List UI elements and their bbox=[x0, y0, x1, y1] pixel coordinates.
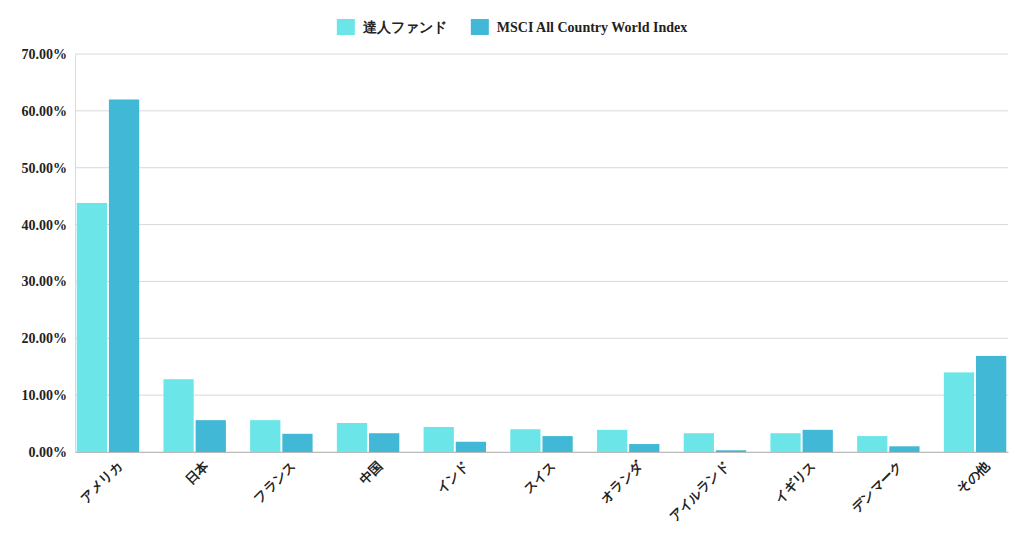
x-tick-label: アメリカ bbox=[78, 458, 125, 505]
y-tick-label: 10.00% bbox=[22, 388, 68, 403]
y-tick-label: 60.00% bbox=[22, 104, 68, 119]
x-axis-line bbox=[76, 452, 1009, 453]
x-tick: 日本 bbox=[183, 452, 213, 487]
y-tick: 70.00% bbox=[22, 47, 76, 62]
x-tick-label: 中国 bbox=[356, 458, 385, 487]
bar bbox=[424, 427, 454, 452]
plot: 0.00% 10.00% 20.00% 30.00% 40.00% 50.00% 60.00… bbox=[22, 47, 1009, 524]
y-tick: 40.00% bbox=[22, 218, 76, 233]
x-tick-label: 日本 bbox=[183, 458, 213, 488]
legend-label: MSCI All Country World Index bbox=[497, 20, 687, 35]
y-tick-label: 20.00% bbox=[22, 331, 68, 346]
bar bbox=[803, 430, 833, 452]
grid-line bbox=[75, 281, 1008, 282]
grid-line bbox=[75, 110, 1008, 111]
x-tick-label: その他 bbox=[954, 458, 993, 497]
x-tick: 中国 bbox=[356, 452, 385, 487]
x-tick: アイルランド bbox=[666, 452, 732, 524]
x-tick-label: イギリス bbox=[771, 458, 818, 505]
bar bbox=[976, 356, 1006, 452]
x-axis: アメリカ 日本 フランス 中国 インド スイス オランダアイルランドイギリスデンマーク その他 bbox=[76, 452, 1009, 524]
grid-line bbox=[75, 395, 1008, 396]
grid-line bbox=[75, 167, 1008, 168]
chart: 0.00% 10.00% 20.00% 30.00% 40.00% 50.00% 60.00… bbox=[0, 0, 1024, 538]
x-tick-label: フランス bbox=[251, 458, 298, 505]
x-tick: オランダ bbox=[598, 452, 646, 506]
bar bbox=[77, 203, 107, 452]
x-tick-label: デンマーク bbox=[849, 458, 906, 515]
y-tick: 30.00% bbox=[22, 274, 76, 289]
x-tick-label: スイス bbox=[520, 458, 558, 496]
bar-series bbox=[109, 99, 1006, 452]
grid-line bbox=[75, 338, 1008, 339]
grid-line bbox=[75, 224, 1008, 225]
y-tick-label: 0.00% bbox=[29, 445, 68, 460]
x-tick-label: オランダ bbox=[598, 458, 646, 506]
x-tick: アメリカ bbox=[78, 452, 125, 506]
bar bbox=[684, 433, 714, 452]
y-axis: 0.00% 10.00% 20.00% 30.00% 40.00% 50.00% 60.00… bbox=[22, 47, 76, 460]
y-tick: 0.00% bbox=[29, 445, 76, 460]
legend: 達人ファンド MSCI All Country World Index bbox=[337, 19, 687, 35]
legend-item: MSCI All Country World Index bbox=[471, 19, 687, 35]
bar bbox=[510, 429, 540, 452]
bar bbox=[456, 442, 486, 452]
bars bbox=[77, 99, 1007, 452]
y-tick-label: 40.00% bbox=[22, 218, 68, 233]
bar bbox=[542, 436, 572, 452]
bar-series bbox=[77, 203, 974, 452]
x-tick: イギリス bbox=[771, 452, 818, 506]
bar bbox=[196, 420, 226, 452]
legend-label: 達人ファンド bbox=[362, 20, 447, 35]
y-tick-label: 50.00% bbox=[22, 161, 68, 176]
grid bbox=[75, 54, 1008, 452]
bar bbox=[889, 446, 919, 452]
grid-line bbox=[75, 54, 1008, 55]
y-tick-label: 70.00% bbox=[22, 47, 68, 62]
bar bbox=[250, 420, 280, 452]
bar bbox=[770, 433, 800, 452]
y-axis-line bbox=[75, 55, 76, 453]
y-tick-label: 30.00% bbox=[22, 274, 68, 289]
legend-item: 達人ファンド bbox=[337, 19, 447, 35]
bar bbox=[163, 379, 193, 452]
bar bbox=[337, 423, 367, 452]
bar bbox=[944, 372, 974, 452]
y-tick: 60.00% bbox=[22, 104, 76, 119]
x-tick-label: アイルランド bbox=[666, 458, 732, 524]
x-tick: スイス bbox=[520, 452, 558, 497]
bar bbox=[109, 99, 139, 452]
y-tick: 50.00% bbox=[22, 161, 76, 176]
x-tick: その他 bbox=[954, 452, 993, 497]
bar bbox=[369, 433, 399, 452]
bar bbox=[857, 436, 887, 452]
bar bbox=[629, 444, 659, 452]
y-tick: 10.00% bbox=[22, 388, 76, 403]
legend-swatch bbox=[471, 19, 489, 35]
x-tick: フランス bbox=[251, 452, 298, 506]
bar bbox=[716, 450, 746, 452]
legend-swatch bbox=[337, 19, 355, 35]
bar bbox=[282, 434, 312, 452]
y-tick: 20.00% bbox=[22, 331, 76, 346]
bar bbox=[597, 430, 627, 452]
x-tick: インド bbox=[434, 452, 472, 497]
x-tick-label: インド bbox=[434, 458, 472, 496]
x-tick: デンマーク bbox=[849, 452, 906, 515]
